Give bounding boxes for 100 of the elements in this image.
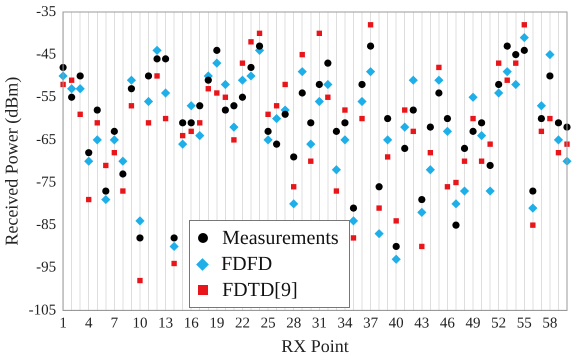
point [408,76,418,85]
point [512,51,520,58]
point [188,128,194,134]
point [188,119,195,126]
point [504,78,510,83]
point [357,96,367,106]
x-tick-label: 31 [312,315,327,332]
point [426,165,435,174]
point [341,119,349,126]
point [513,60,518,66]
point [366,67,376,76]
point [376,183,383,190]
point [504,42,511,50]
point [230,102,238,110]
point [135,216,145,226]
point [256,42,264,50]
y-axis-title: Received Power (dBm) [2,76,22,246]
point [332,128,340,135]
point [460,186,470,196]
x-tick-label: 49 [466,315,481,332]
point [469,128,477,135]
x-tick-label: 22 [234,315,250,332]
point [126,76,136,85]
point [348,216,358,226]
point [152,46,162,55]
point [444,114,452,122]
point [273,140,280,148]
x-tick-label: 46 [440,315,456,332]
point [324,60,332,67]
point [84,156,94,166]
point [246,71,256,81]
point [394,218,399,224]
y-tick-label: -45 [36,46,56,63]
x-tick-label: 19 [209,315,224,332]
point [323,80,332,90]
y-tick-label: -105 [28,302,56,318]
point [85,149,92,156]
point [410,106,417,114]
point [340,135,350,144]
point [86,196,92,202]
point [545,50,555,60]
point [383,135,392,144]
point [160,88,170,98]
y-tick-label: -35 [36,4,56,20]
point [170,234,178,242]
x-tick-label: 34 [337,315,353,332]
point [502,67,512,76]
point [68,78,74,83]
point [222,106,229,114]
point [180,132,186,138]
point [144,96,154,106]
point [496,60,502,66]
point [350,204,358,212]
point [307,119,314,126]
point [195,131,204,140]
point [289,199,298,208]
point [102,187,110,195]
point [314,96,324,106]
point [400,122,410,132]
point [162,116,168,122]
point [265,112,271,117]
point [68,94,76,101]
point [520,32,529,42]
point [282,110,289,118]
x-tick-label: 4 [84,315,93,332]
point [256,30,262,36]
point [368,22,374,28]
point [486,186,495,196]
point [332,165,341,174]
point [358,80,366,88]
point [529,187,536,195]
point [316,30,322,36]
point [325,94,331,100]
point [435,89,442,97]
y-tick-label: -65 [36,132,56,148]
point [401,144,408,152]
point [392,254,401,264]
x-tick-label: 43 [414,315,430,332]
point [298,67,307,76]
point [136,234,144,242]
point [494,88,504,98]
y-tick-label: -95 [36,260,56,276]
x-tick-label: 10 [132,315,148,332]
point [462,158,468,164]
point [110,135,119,144]
point [426,123,434,131]
point [197,120,202,126]
point [222,94,228,100]
point [282,82,288,88]
point [359,116,365,122]
point [128,85,136,92]
point [290,153,298,161]
point [538,128,544,134]
point [530,222,536,228]
point [196,102,204,110]
point [170,242,179,252]
point [162,55,170,62]
point [547,116,553,122]
point [460,144,468,152]
point [153,55,161,62]
